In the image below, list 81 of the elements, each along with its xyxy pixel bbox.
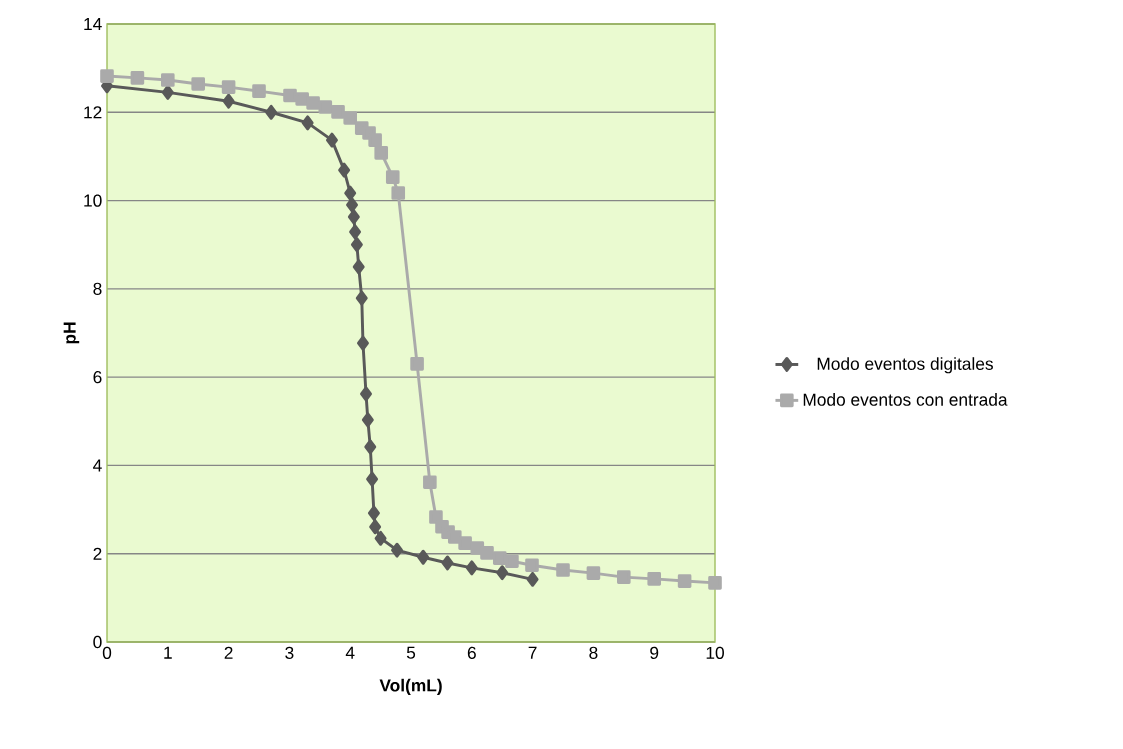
point [391, 186, 406, 200]
point [391, 542, 403, 558]
point [465, 560, 478, 576]
x-tick-label: 4 [345, 646, 355, 659]
point [221, 80, 236, 94]
point [306, 96, 320, 110]
point [331, 105, 345, 119]
x-tick-label: 2 [224, 646, 233, 659]
point [100, 69, 114, 83]
point [357, 335, 369, 351]
point [161, 73, 175, 87]
point [191, 77, 206, 91]
point [252, 84, 266, 98]
point [441, 555, 454, 571]
point [161, 84, 174, 100]
x-tick-label: 0 [102, 646, 112, 659]
point [367, 505, 380, 521]
x-axis-title: Vol(mL) [379, 678, 442, 695]
point [343, 111, 358, 125]
point [617, 570, 631, 584]
x-tick-label: 5 [406, 646, 416, 659]
point [130, 71, 145, 85]
point [429, 510, 443, 524]
point [526, 571, 539, 587]
x-tick-label: 9 [650, 646, 659, 659]
x-tick-label: 7 [528, 646, 537, 659]
y-tick-label: 4 [93, 459, 102, 472]
point [301, 115, 314, 131]
point [525, 558, 539, 572]
point [295, 92, 309, 106]
point [417, 549, 430, 565]
x-tick-label: 3 [285, 646, 294, 659]
point [360, 386, 372, 402]
point [346, 197, 358, 213]
y-tick-label: 12 [84, 106, 102, 119]
point [325, 132, 338, 148]
point [265, 104, 278, 120]
x-tick-label: 1 [164, 646, 172, 659]
point [556, 563, 570, 577]
point [374, 146, 389, 160]
y-tick-label: 6 [93, 371, 102, 384]
point [361, 412, 374, 428]
point [338, 162, 351, 178]
point [355, 290, 368, 306]
point [366, 471, 379, 487]
point [423, 475, 437, 490]
point [410, 357, 424, 371]
point [505, 554, 519, 569]
point [349, 224, 362, 240]
point [369, 519, 382, 535]
point [222, 93, 235, 109]
point [447, 530, 462, 544]
point [385, 170, 400, 184]
point [344, 185, 357, 201]
point [352, 259, 365, 275]
point [708, 576, 722, 590]
y-tick-label: 10 [84, 194, 102, 207]
point [350, 237, 363, 253]
point [458, 536, 472, 550]
point [480, 546, 494, 560]
point [318, 100, 333, 114]
y-axis-title: pH [63, 322, 80, 344]
y-tick-label: 14 [84, 18, 102, 30]
legend-label: Modo eventos con entrada [803, 393, 1008, 406]
x-tick-label: 10 [706, 646, 724, 659]
x-tick-label: 6 [467, 646, 476, 659]
y-tick-label: 2 [93, 547, 102, 560]
point [347, 209, 360, 225]
y-tick-label: 8 [93, 282, 102, 295]
point [283, 88, 297, 103]
point [586, 566, 601, 580]
x-tick-label: 8 [589, 646, 598, 659]
point [374, 530, 387, 546]
point [364, 439, 377, 455]
y-tick-label: 0 [93, 635, 102, 649]
point [647, 572, 662, 586]
point [368, 133, 382, 147]
legend-label: Modo eventos digitales [817, 357, 993, 374]
point [492, 551, 507, 565]
point [496, 565, 509, 581]
point [677, 574, 692, 588]
